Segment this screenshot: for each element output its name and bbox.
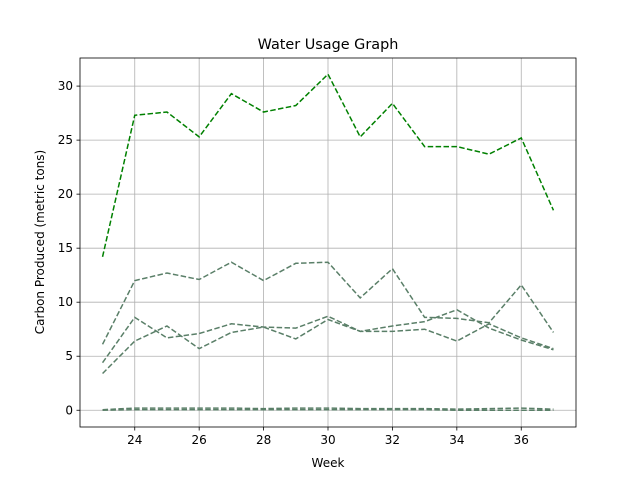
- y-axis-label: Carbon Produced (metric tons): [33, 150, 47, 334]
- y-tick-label: 0: [65, 403, 73, 417]
- x-tick-label: 30: [320, 433, 335, 447]
- series-group: [101, 72, 555, 411]
- series-line-4: [102, 308, 554, 375]
- y-tick-label: 10: [58, 295, 73, 309]
- x-tick-label: 28: [256, 433, 271, 447]
- chart-title: Water Usage Graph: [258, 37, 399, 53]
- grid: [80, 58, 576, 427]
- y-tick-label: 20: [58, 187, 73, 201]
- x-axis-ticks: 24 26 28 30 32 34 36: [127, 427, 529, 447]
- x-tick-label: 26: [192, 433, 207, 447]
- y-axis-ticks: 0 5 10 15 20 25 30: [58, 79, 80, 417]
- series-line-1: [101, 72, 555, 257]
- x-tick-label: 32: [385, 433, 400, 447]
- y-tick-label: 30: [58, 79, 73, 93]
- x-tick-label: 36: [514, 433, 529, 447]
- y-tick-label: 5: [65, 349, 73, 363]
- y-tick-label: 25: [58, 133, 73, 147]
- series-line-5: [102, 407, 554, 411]
- series-line-6: [102, 408, 554, 411]
- series-line-3: [101, 315, 554, 364]
- x-axis-label: Week: [312, 456, 345, 470]
- x-tick-label: 24: [127, 433, 142, 447]
- x-tick-label: 34: [449, 433, 464, 447]
- y-tick-label: 15: [58, 241, 73, 255]
